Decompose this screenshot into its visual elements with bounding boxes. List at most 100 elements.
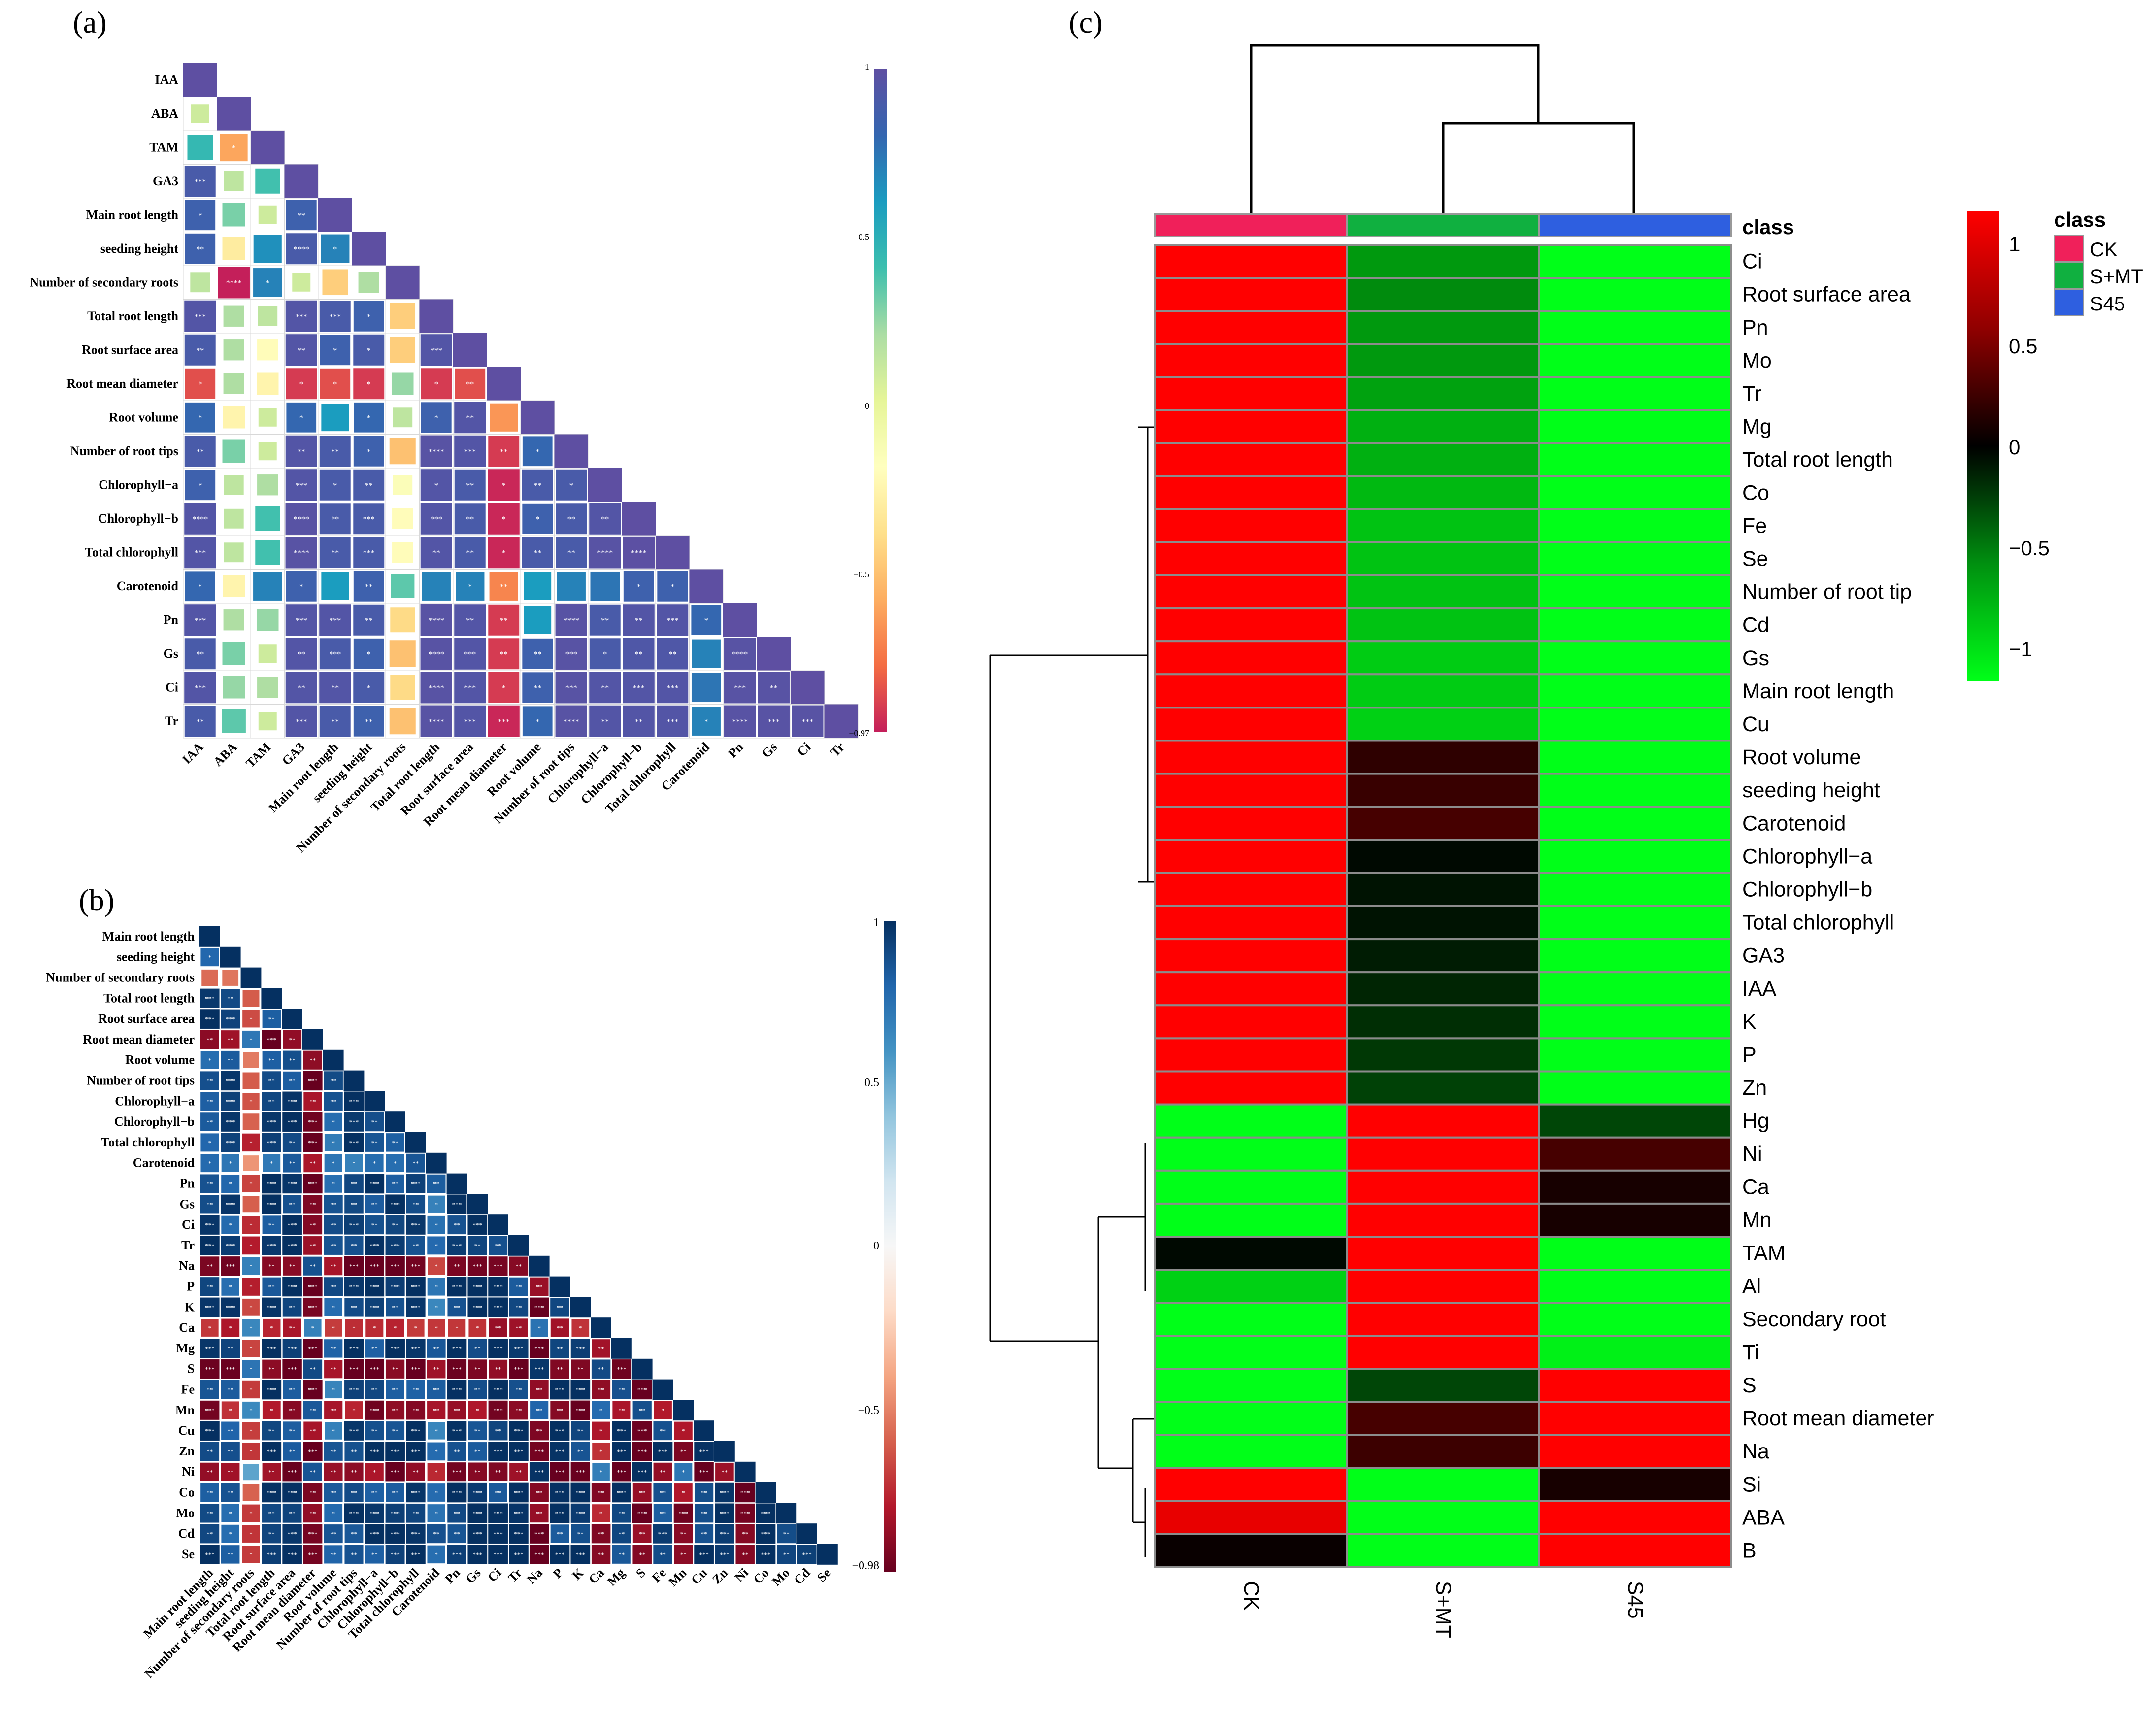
panel-b-sig: *** (390, 1469, 400, 1476)
colorbar-a-tick-4: −0.5 (853, 570, 869, 579)
panel-a-sig: *** (734, 684, 746, 692)
panel-b-sig: * (249, 1015, 253, 1023)
panel-b-cell (488, 1462, 508, 1482)
panel-b-sig: * (208, 1057, 212, 1064)
panel-b-sig: *** (637, 1427, 647, 1435)
panel-b-sig: * (208, 1139, 212, 1146)
panel-b-sig: *** (287, 1489, 297, 1497)
panel-b-cell (242, 1257, 260, 1275)
panel-b-sig: *** (473, 1304, 483, 1311)
panel-b-cell (200, 1051, 219, 1070)
heatmap-cell-k-s-mt (1346, 1004, 1540, 1040)
panel-b-sig: ** (474, 1386, 481, 1394)
panel-b-row-label: Pn (180, 1177, 195, 1191)
panel-b-sig: *** (452, 1201, 462, 1208)
panel-b-cell (324, 1154, 342, 1172)
panel-b-sig: *** (370, 1304, 380, 1311)
panel-b-sig: *** (287, 1530, 297, 1538)
panel-b-cell (529, 1359, 549, 1379)
panel-b-sig: *** (226, 1304, 235, 1311)
panel-a-cell (319, 436, 351, 467)
panel-a-cell (522, 469, 553, 501)
panel-b-cell (344, 1442, 364, 1461)
panel-b-cell (200, 1297, 220, 1317)
panel-b-cell (385, 1339, 405, 1358)
panel-b-sig: *** (473, 1510, 483, 1517)
panel-b-sig: ** (289, 1201, 296, 1208)
panel-b-sig: *** (699, 1469, 709, 1476)
heatmap-cell-iaa-ck (1154, 971, 1348, 1007)
panel-a-cell (285, 435, 317, 467)
panel-a-sig: ** (196, 346, 204, 355)
panel-b-cell (488, 1214, 508, 1235)
row-label-secondary-root: Secondary root (1742, 1308, 1886, 1331)
panel-b-cell (406, 1442, 426, 1461)
panel-a-cell (255, 540, 280, 565)
panel-a-cell (393, 407, 413, 428)
heatmap-cell-ca-s45 (1538, 1169, 1732, 1205)
panel-a-cell (253, 572, 282, 601)
heatmap-cell-tam-s45 (1538, 1236, 1732, 1271)
panel-b-sig: *** (761, 1530, 771, 1538)
panel-b-cell (592, 1380, 611, 1399)
panel-a-sig: **** (732, 650, 748, 659)
panel-b-sig: ** (474, 1345, 481, 1352)
row-label-chlorophyll-b: Chlorophyll−b (1742, 877, 1872, 901)
panel-b-cell (797, 1545, 817, 1564)
row-label-seeding-height: seeding height (1742, 778, 1880, 802)
panel-b-cell (324, 1298, 343, 1316)
heatmap-cell-total-chlorophyll-s45 (1538, 905, 1732, 941)
panel-b-cell (386, 1483, 404, 1502)
panel-b-row-label: Cu (178, 1423, 195, 1438)
panel-a-cell (285, 469, 317, 501)
panel-b-sig: ** (557, 1324, 563, 1332)
panel-b-cell (406, 1503, 426, 1523)
heatmap-cell-cu-s45 (1538, 707, 1732, 742)
panel-b-cell (426, 1152, 447, 1174)
panel-b-cell (345, 1401, 363, 1419)
panel-b-sig: *** (555, 1386, 565, 1394)
panel-b-cell (303, 1504, 322, 1523)
colorbar-c-tick-5: −1 (2009, 638, 2032, 661)
panel-b-sig: ** (433, 1366, 439, 1373)
panel-b-cell (385, 1256, 405, 1276)
panel-b-sig: ** (309, 1469, 316, 1476)
panel-b-cell (592, 1401, 610, 1419)
panel-a-cell (258, 644, 277, 663)
panel-b-cell (694, 1442, 714, 1461)
panel-b-sig: *** (493, 1345, 503, 1352)
panel-a-cell (223, 676, 245, 699)
panel-b-cell (200, 1174, 219, 1193)
panel-b-cell (365, 1195, 384, 1214)
panel-a-sig: ** (298, 650, 305, 659)
panel-b-sig: *** (514, 1530, 524, 1538)
panel-b-cell (612, 1421, 631, 1441)
panel-b-cell (735, 1545, 755, 1564)
panel-b-sig: *** (576, 1386, 586, 1394)
panel-b-cell (344, 1236, 364, 1255)
panel-a-cell (487, 367, 521, 401)
heatmap-cell-na-s45 (1538, 1434, 1732, 1469)
panel-a-col-label: seeding height (310, 740, 375, 805)
panel-b-sig: *** (411, 1304, 421, 1311)
panel-b-sig: *** (287, 1098, 297, 1105)
panel-a-cell (522, 672, 553, 703)
panel-a-cell (524, 572, 552, 600)
class-legend-swatch-ck (2054, 235, 2084, 262)
panel-b-cell (406, 1195, 426, 1214)
panel-a-sig: ** (298, 684, 305, 692)
panel-b-col-label: Na (524, 1566, 545, 1587)
panel-b-sig: ** (371, 1221, 378, 1229)
panel-b-sig: *** (226, 1098, 235, 1105)
panel-b-sig: * (208, 1160, 212, 1167)
panel-a-sig: * (569, 481, 573, 490)
panel-a-cell (257, 339, 278, 361)
panel-a-cell (286, 233, 317, 265)
panel-b-sig: ** (701, 1489, 707, 1497)
panel-b-sig: ** (392, 1221, 398, 1229)
panel-b-sig: *** (617, 1427, 627, 1435)
panel-b-cell (323, 1049, 344, 1071)
panel-b-sig: * (434, 1551, 438, 1558)
panel-a-row-label: Root surface area (82, 342, 178, 357)
panel-b-cell (365, 1339, 384, 1358)
